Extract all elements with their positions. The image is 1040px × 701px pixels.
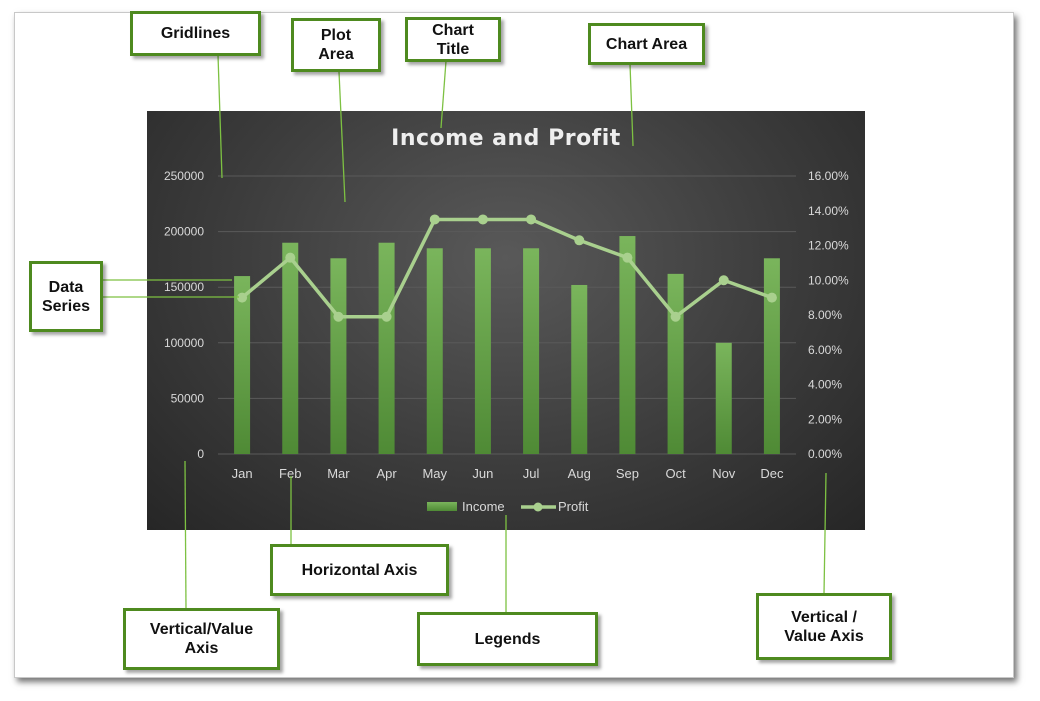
point-profit <box>237 292 248 303</box>
bar-income <box>330 258 347 454</box>
bar-income <box>715 342 732 454</box>
point-profit <box>718 275 729 286</box>
chart-title: Income and Profit <box>391 126 621 151</box>
x-tick-label: Mar <box>327 466 350 481</box>
y-left-tick-label: 0 <box>197 447 204 461</box>
legend-marker-profit <box>533 502 543 512</box>
x-tick-label: Aug <box>568 466 591 481</box>
bar-income <box>426 248 443 454</box>
callout-chart-area: Chart Area <box>588 23 705 65</box>
y-right-tick-label: 6.00% <box>808 343 842 357</box>
x-tick-label: Feb <box>279 466 301 481</box>
callout-legends: Legends <box>417 612 598 666</box>
x-tick-label: Jun <box>472 466 493 481</box>
callout-vertical-value-axis: Vertical/Value Axis <box>123 608 280 670</box>
y-left-tick-label: 250000 <box>164 169 204 183</box>
y-left-tick-label: 50000 <box>171 391 205 405</box>
legend-swatch-income <box>427 502 457 511</box>
callout-vertical-value-axis-right: Vertical / Value Axis <box>756 593 892 660</box>
callout-chart-title: Chart Title <box>405 17 501 62</box>
y-right-tick-label: 8.00% <box>808 308 842 322</box>
y-left-tick-label: 200000 <box>164 225 204 239</box>
bar-income <box>234 276 251 454</box>
x-tick-label: Nov <box>712 466 736 481</box>
point-profit <box>381 311 392 322</box>
point-profit <box>574 235 585 246</box>
callout-gridlines: Gridlines <box>130 11 261 56</box>
point-profit <box>333 311 344 322</box>
y-right-tick-label: 12.00% <box>808 239 849 253</box>
callout-data-series: Data Series <box>29 261 103 332</box>
point-profit <box>526 214 537 225</box>
x-tick-label: Dec <box>760 466 784 481</box>
point-profit <box>670 311 681 322</box>
bar-income <box>282 242 299 454</box>
x-tick-label: May <box>422 466 447 481</box>
bar-income <box>667 273 684 454</box>
x-tick-label: Oct <box>665 466 686 481</box>
x-tick-label: Sep <box>616 466 639 481</box>
bar-income <box>378 242 395 454</box>
y-left-tick-label: 150000 <box>164 280 204 294</box>
legend-label-income: Income <box>462 499 505 514</box>
y-right-tick-label: 2.00% <box>808 412 842 426</box>
point-profit <box>285 252 296 263</box>
bar-income <box>571 284 588 454</box>
callout-horizontal-axis: Horizontal Axis <box>270 544 449 596</box>
x-tick-label: Apr <box>376 466 397 481</box>
point-profit <box>622 252 633 263</box>
legend-label-profit: Profit <box>558 499 589 514</box>
point-profit <box>477 214 488 225</box>
y-left-tick-label: 100000 <box>164 336 204 350</box>
bar-income <box>763 258 780 454</box>
y-right-tick-label: 14.00% <box>808 204 849 218</box>
y-right-tick-label: 16.00% <box>808 169 849 183</box>
callout-plot-area: Plot Area <box>291 18 381 72</box>
chart-area[interactable] <box>147 111 865 530</box>
y-right-tick-label: 10.00% <box>808 273 849 287</box>
point-profit <box>429 214 440 225</box>
y-right-tick-label: 4.00% <box>808 378 842 392</box>
point-profit <box>766 292 777 303</box>
y-right-tick-label: 0.00% <box>808 447 842 461</box>
x-tick-label: Jul <box>523 466 540 481</box>
x-tick-label: Jan <box>232 466 253 481</box>
bar-income <box>523 248 540 454</box>
series-line-profit <box>240 217 773 319</box>
bar-income <box>474 248 491 454</box>
bar-income <box>619 236 636 454</box>
